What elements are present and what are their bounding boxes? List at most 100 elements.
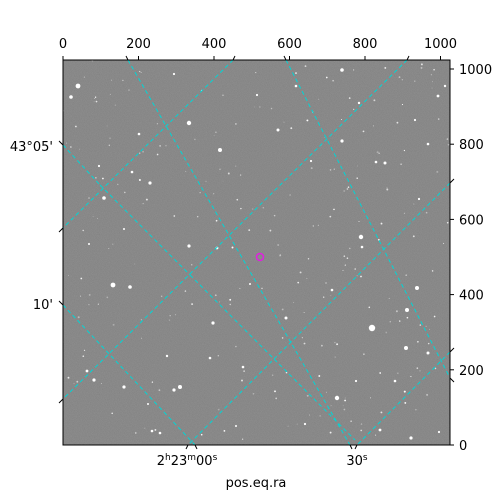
faint-star — [299, 271, 302, 274]
faint-star — [173, 215, 176, 217]
faint-star — [159, 145, 161, 147]
faint-star — [156, 153, 159, 156]
star — [309, 159, 313, 163]
faint-star — [100, 382, 103, 385]
faint-star — [442, 242, 445, 245]
faint-star — [379, 372, 382, 374]
tick-mark — [354, 444, 358, 450]
star — [208, 356, 212, 360]
faint-star — [378, 152, 380, 154]
faint-star — [376, 151, 379, 154]
star — [172, 72, 176, 76]
faint-star — [357, 165, 359, 167]
grid-line-dec — [63, 60, 408, 400]
faint-star — [334, 341, 336, 344]
faint-star — [67, 376, 70, 379]
tick-mark — [185, 444, 189, 450]
faint-star — [410, 375, 412, 378]
faint-star — [400, 163, 402, 166]
top-tick-label: 0 — [59, 37, 67, 52]
faint-star — [347, 186, 350, 189]
wcs-ticks — [58, 55, 455, 450]
star — [426, 351, 430, 355]
faint-star — [215, 219, 218, 222]
faint-star — [342, 405, 344, 407]
faint-star — [380, 222, 383, 225]
ra-tick-label: 30s — [346, 453, 368, 469]
faint-star — [287, 425, 289, 427]
star — [92, 378, 96, 382]
faint-star — [199, 192, 201, 194]
faint-star — [259, 106, 261, 108]
faint-star — [101, 177, 104, 180]
faint-star — [140, 319, 142, 321]
faint-star — [222, 94, 224, 96]
faint-star — [401, 79, 403, 81]
star — [165, 354, 169, 358]
right-pixel-labels: 0 200 400 600 800 1000 — [459, 63, 492, 454]
faint-star — [283, 121, 285, 123]
faint-star — [334, 356, 336, 358]
faint-star — [419, 324, 422, 326]
faint-star — [139, 152, 141, 154]
faint-star — [161, 295, 163, 297]
right-tick-label: 200 — [459, 364, 484, 379]
star — [235, 425, 237, 427]
x-axis-label: pos.eq.ra — [226, 476, 287, 491]
faint-star — [289, 194, 291, 196]
faint-star — [399, 320, 401, 322]
faint-star — [433, 315, 436, 318]
faint-star — [111, 412, 113, 415]
faint-star — [68, 275, 69, 276]
faint-star — [128, 89, 130, 91]
faint-star — [296, 423, 298, 425]
faint-star — [145, 198, 148, 201]
faint-star — [214, 294, 217, 297]
faint-star — [205, 180, 207, 183]
faint-star — [73, 383, 75, 385]
faint-star — [384, 66, 387, 69]
faint-star — [235, 345, 237, 348]
star — [69, 95, 73, 99]
tick-mark — [58, 140, 64, 146]
faint-star — [446, 221, 449, 224]
star — [334, 395, 340, 401]
star — [383, 161, 387, 165]
star — [374, 160, 378, 164]
faint-star — [385, 331, 388, 334]
faint-star — [80, 295, 82, 297]
faint-star — [346, 188, 349, 190]
faint-star — [420, 63, 423, 66]
faint-star — [344, 399, 347, 402]
faint-star — [342, 269, 344, 272]
faint-star — [190, 263, 193, 266]
faint-star — [75, 125, 77, 128]
faint-star — [253, 106, 255, 108]
faint-star — [429, 328, 431, 330]
grid-line-ra — [285, 60, 450, 379]
grid-line-dec — [187, 182, 450, 445]
faint-star — [406, 316, 409, 319]
star — [303, 422, 307, 426]
faint-star — [106, 296, 109, 299]
faint-star — [109, 93, 111, 95]
faint-star — [432, 81, 433, 83]
faint-star — [95, 100, 98, 103]
faint-star — [235, 123, 237, 125]
star — [284, 316, 288, 320]
faint-star — [329, 431, 332, 434]
star — [148, 181, 152, 185]
faint-star — [419, 370, 421, 372]
tick-mark — [349, 444, 353, 450]
faint-star — [96, 218, 98, 220]
star — [137, 132, 141, 136]
star — [354, 379, 358, 383]
faint-star — [318, 98, 320, 100]
faint-star — [241, 438, 244, 440]
faint-star — [222, 180, 224, 182]
faint-star — [293, 302, 295, 303]
faint-star — [343, 190, 346, 192]
faint-star — [111, 79, 112, 81]
faint-star — [348, 247, 351, 250]
